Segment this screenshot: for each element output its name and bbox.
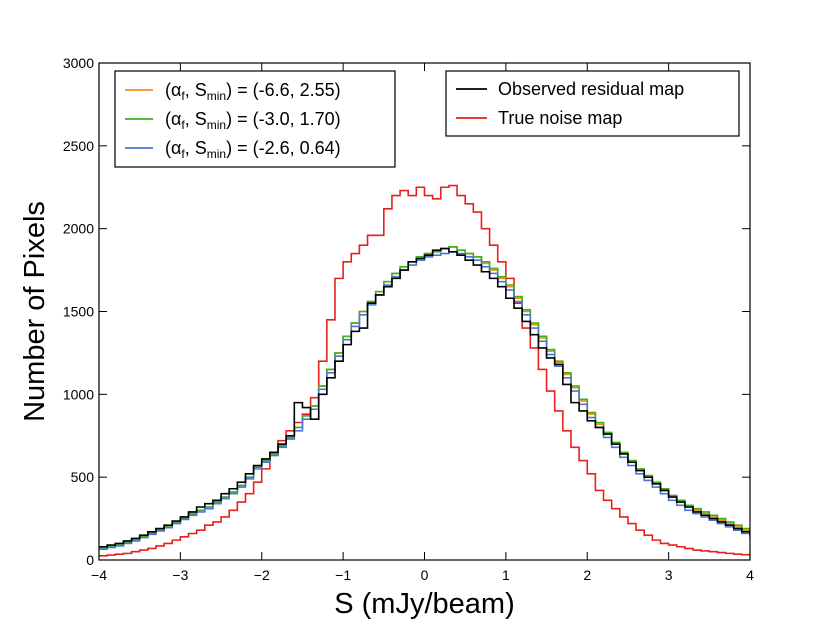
x-tick-label: 4 bbox=[746, 567, 754, 583]
legend-left-label: (αf, Smin) = (-2.6, 0.64) bbox=[165, 138, 341, 161]
y-tick-label: 1500 bbox=[63, 304, 94, 320]
legend-right-label: True noise map bbox=[498, 108, 622, 128]
y-tick-label: 0 bbox=[86, 552, 94, 568]
ticks-layer: −4 −3 −2 −1 0 1 2 3 4 0 500 1000 1500 2000 2500 3000 bbox=[63, 55, 754, 583]
series-observed-residual-map bbox=[99, 247, 750, 548]
series-f-smin-2-6-0-64 bbox=[99, 251, 750, 551]
legend-right-label: Observed residual map bbox=[498, 79, 684, 99]
y-tick-label: 2500 bbox=[63, 138, 94, 154]
legend-left-label: (αf, Smin) = (-6.6, 2.55) bbox=[165, 80, 341, 103]
x-tick-label: 1 bbox=[502, 567, 510, 583]
x-tick-label: −2 bbox=[254, 567, 270, 583]
y-axis-label: Number of Pixels bbox=[19, 201, 51, 422]
x-axis-label: S (mJy/beam) bbox=[334, 588, 514, 620]
series-true-noise-map bbox=[99, 184, 750, 557]
y-tick-label: 2000 bbox=[63, 221, 94, 237]
x-tick-label: 3 bbox=[665, 567, 673, 583]
x-tick-label: 0 bbox=[421, 567, 429, 583]
y-tick-label: 3000 bbox=[63, 55, 94, 71]
y-tick-label: 500 bbox=[71, 469, 95, 485]
x-tick-label: −1 bbox=[335, 567, 351, 583]
legend-left-box bbox=[114, 70, 396, 168]
legend-right-box bbox=[445, 70, 740, 137]
series-f-smin-6-6-2-55 bbox=[99, 246, 750, 550]
series-layer bbox=[99, 184, 750, 557]
x-tick-label: 2 bbox=[583, 567, 591, 583]
x-tick-label: −4 bbox=[91, 567, 107, 583]
legend-left-label: (αf, Smin) = (-3.0, 1.70) bbox=[165, 109, 341, 132]
series-f-smin-3-0-1-70 bbox=[99, 246, 750, 550]
y-tick-label: 1000 bbox=[63, 386, 94, 402]
plot-frame bbox=[98, 62, 751, 561]
legend-left: (αf, Smin) = (-6.6, 2.55) (αf, Smin) = (-… bbox=[114, 70, 396, 168]
legend-right: Observed residual map True noise map bbox=[445, 70, 740, 137]
x-tick-label: −3 bbox=[172, 567, 188, 583]
